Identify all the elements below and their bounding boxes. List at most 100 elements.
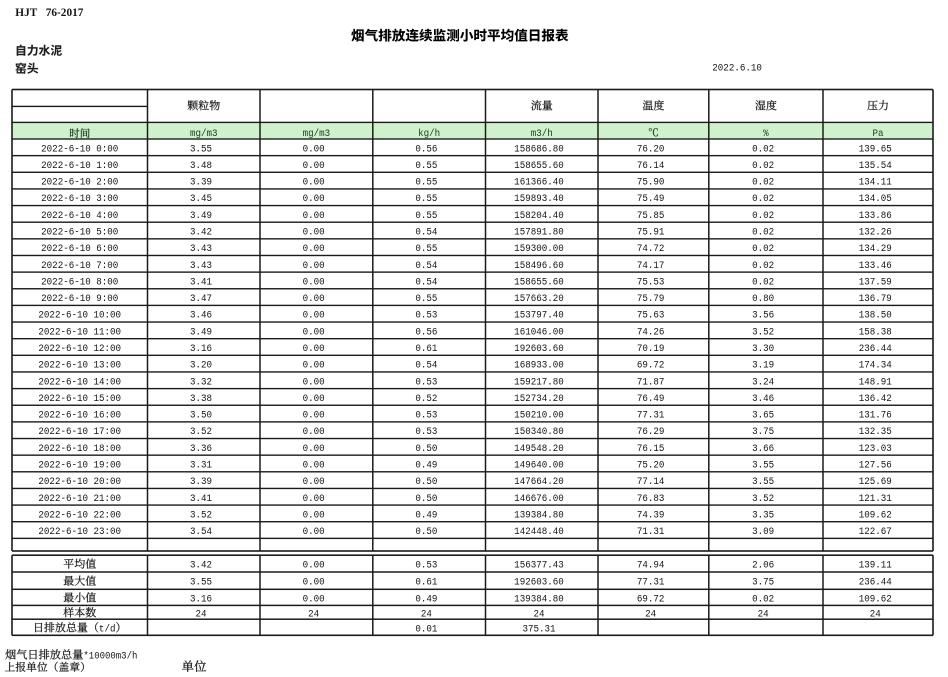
svg-text:152734.20: 152734.20 <box>514 392 564 404</box>
svg-text:3.50: 3.50 <box>190 409 212 421</box>
svg-text:0.53: 0.53 <box>415 309 437 321</box>
svg-text:2022-6-10 5:00: 2022-6-10 5:00 <box>41 226 118 238</box>
svg-text:0.55: 0.55 <box>415 209 437 221</box>
svg-text:0.55: 0.55 <box>415 293 437 305</box>
svg-text:3.56: 3.56 <box>752 309 774 321</box>
svg-text:2022-6-10 9:00: 2022-6-10 9:00 <box>41 293 118 305</box>
svg-text:156377.43: 156377.43 <box>514 559 564 571</box>
svg-text:24: 24 <box>421 608 432 620</box>
svg-text:mg/m3: mg/m3 <box>303 127 331 139</box>
svg-text:0.00: 0.00 <box>303 276 325 288</box>
svg-text:236.44: 236.44 <box>859 343 892 355</box>
svg-text:2022-6-10 0:00: 2022-6-10 0:00 <box>41 143 118 155</box>
svg-text:131.76: 131.76 <box>859 409 892 421</box>
svg-text:3.43: 3.43 <box>190 243 212 255</box>
svg-text:2022-6-10 6:00: 2022-6-10 6:00 <box>41 243 118 255</box>
svg-text:24: 24 <box>645 608 656 620</box>
svg-text:%: % <box>763 127 769 139</box>
svg-text:2022-6-10 8:00: 2022-6-10 8:00 <box>41 276 118 288</box>
svg-text:142448.40: 142448.40 <box>514 526 564 538</box>
svg-text:3.24: 3.24 <box>752 376 774 388</box>
svg-text:236.44: 236.44 <box>859 576 892 588</box>
svg-text:2022-6-10 7:00: 2022-6-10 7:00 <box>41 259 118 271</box>
svg-text:0.00: 0.00 <box>303 459 325 471</box>
svg-text:3.42: 3.42 <box>190 559 212 571</box>
svg-text:75.53: 75.53 <box>637 276 665 288</box>
svg-text:3.16: 3.16 <box>190 593 212 605</box>
svg-text:0.00: 0.00 <box>303 492 325 504</box>
svg-text:0.02: 0.02 <box>752 176 774 188</box>
svg-text:3.43: 3.43 <box>190 259 212 271</box>
svg-text:0.01: 0.01 <box>415 623 437 635</box>
svg-text:139384.80: 139384.80 <box>514 509 564 521</box>
svg-text:3.75: 3.75 <box>752 426 774 438</box>
svg-text:150210.00: 150210.00 <box>514 409 564 421</box>
svg-text:121.31: 121.31 <box>859 492 892 504</box>
svg-text:0.00: 0.00 <box>303 176 325 188</box>
svg-text:76.20: 76.20 <box>637 143 665 155</box>
svg-text:75.20: 75.20 <box>637 459 665 471</box>
svg-text:133.46: 133.46 <box>859 259 892 271</box>
svg-text:kg/h: kg/h <box>418 127 440 139</box>
svg-text:0.56: 0.56 <box>415 326 437 338</box>
svg-text:132.35: 132.35 <box>859 426 892 438</box>
svg-text:149640.00: 149640.00 <box>514 459 564 471</box>
svg-text:0.00: 0.00 <box>303 343 325 355</box>
svg-text:0.00: 0.00 <box>303 193 325 205</box>
svg-text:74.26: 74.26 <box>637 326 665 338</box>
svg-text:70.19: 70.19 <box>637 343 665 355</box>
svg-text:3.48: 3.48 <box>190 159 212 171</box>
svg-text:149548.20: 149548.20 <box>514 442 564 454</box>
svg-text:2022-6-10 14:00: 2022-6-10 14:00 <box>38 376 121 388</box>
svg-text:76.49: 76.49 <box>637 392 665 404</box>
svg-text:109.62: 109.62 <box>859 509 892 521</box>
svg-text:161046.00: 161046.00 <box>514 326 564 338</box>
svg-text:3.38: 3.38 <box>190 392 212 404</box>
svg-text:69.72: 69.72 <box>637 359 665 371</box>
svg-text:0.02: 0.02 <box>752 143 774 155</box>
svg-text:0.02: 0.02 <box>752 159 774 171</box>
svg-text:3.41: 3.41 <box>190 276 212 288</box>
svg-text:2022-6-10 22:00: 2022-6-10 22:00 <box>38 509 121 521</box>
svg-text:148.91: 148.91 <box>859 376 892 388</box>
svg-text:0.00: 0.00 <box>303 259 325 271</box>
svg-text:0.00: 0.00 <box>303 426 325 438</box>
svg-text:159217.80: 159217.80 <box>514 376 564 388</box>
svg-text:157663.20: 157663.20 <box>514 293 564 305</box>
svg-text:2022-6-10 4:00: 2022-6-10 4:00 <box>41 209 118 221</box>
svg-text:76.14: 76.14 <box>637 159 665 171</box>
svg-text:153797.40: 153797.40 <box>514 309 564 321</box>
svg-text:3.41: 3.41 <box>190 492 212 504</box>
svg-text:0.02: 0.02 <box>752 276 774 288</box>
svg-text:0.00: 0.00 <box>303 326 325 338</box>
svg-text:136.42: 136.42 <box>859 392 892 404</box>
svg-text:Pa: Pa <box>872 127 883 139</box>
svg-text:2022-6-10 1:00: 2022-6-10 1:00 <box>41 159 118 171</box>
svg-text:139.11: 139.11 <box>859 559 892 571</box>
svg-text:0.00: 0.00 <box>303 376 325 388</box>
svg-text:2022-6-10 23:00: 2022-6-10 23:00 <box>38 526 121 538</box>
svg-text:134.05: 134.05 <box>859 193 892 205</box>
svg-text:0.54: 0.54 <box>415 359 437 371</box>
svg-text:74.39: 74.39 <box>637 509 665 521</box>
svg-text:2022-6-10 17:00: 2022-6-10 17:00 <box>38 426 121 438</box>
svg-text:75.49: 75.49 <box>637 193 665 205</box>
svg-text:2022-6-10 18:00: 2022-6-10 18:00 <box>38 442 121 454</box>
svg-text:375.31: 375.31 <box>522 623 555 635</box>
svg-text:71.87: 71.87 <box>637 376 665 388</box>
svg-text:3.46: 3.46 <box>752 392 774 404</box>
svg-text:3.52: 3.52 <box>752 492 774 504</box>
svg-text:3.75: 3.75 <box>752 576 774 588</box>
svg-text:3.39: 3.39 <box>190 476 212 488</box>
svg-text:3.09: 3.09 <box>752 526 774 538</box>
svg-text:137.59: 137.59 <box>859 276 892 288</box>
svg-text:3.55: 3.55 <box>752 459 774 471</box>
svg-text:24: 24 <box>195 608 206 620</box>
svg-text:2022-6-10 10:00: 2022-6-10 10:00 <box>38 309 121 321</box>
svg-text:75.63: 75.63 <box>637 309 665 321</box>
svg-text:0.55: 0.55 <box>415 193 437 205</box>
svg-text:HJT 76-2017: HJT 76-2017 <box>15 7 83 19</box>
svg-text:123.03: 123.03 <box>859 442 892 454</box>
svg-text:0.02: 0.02 <box>752 259 774 271</box>
svg-text:0.54: 0.54 <box>415 226 437 238</box>
